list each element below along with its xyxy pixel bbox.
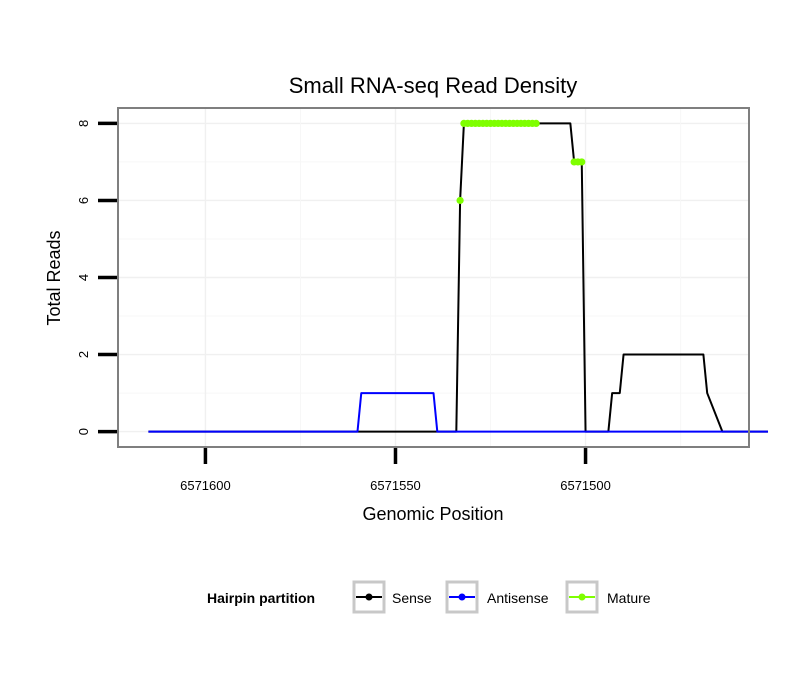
data-point-mature: [578, 158, 586, 166]
chart-title: Small RNA-seq Read Density: [289, 73, 578, 98]
grid: [118, 108, 749, 447]
y-axis-title: Total Reads: [44, 230, 64, 325]
x-axis-title: Genomic Position: [362, 504, 503, 524]
legend-label-mature: Mature: [607, 590, 651, 606]
legend-dot-mature: [578, 593, 586, 601]
series-layer: [148, 119, 769, 433]
data-point-mature: [456, 196, 464, 205]
legend-label-sense: Sense: [392, 590, 432, 606]
y-tick-label: 2: [76, 351, 91, 358]
x-tick-label: 6571600: [180, 478, 231, 493]
legend-item-sense: Sense: [352, 580, 432, 614]
y-axis-ticks: 0 2 4 6 8: [76, 120, 117, 435]
legend-item-antisense: Antisense: [445, 580, 549, 614]
y-tick-label: 6: [76, 197, 91, 204]
panel-border: [117, 107, 750, 448]
data-point-mature: [532, 119, 540, 128]
y-tick-label: 4: [76, 274, 91, 281]
legend-dot-antisense: [458, 593, 466, 601]
legend-label-antisense: Antisense: [487, 590, 549, 606]
x-tick-label: 6571550: [370, 478, 421, 493]
y-tick-label: 0: [76, 428, 91, 435]
legend-dot-sense: [365, 593, 373, 601]
legend-title: Hairpin partition: [207, 590, 315, 606]
x-axis-ticks: 6571600 6571550 6571500: [180, 448, 611, 493]
y-tick-label: 8: [76, 120, 91, 127]
series-line-antisense: [148, 392, 769, 433]
x-tick-label: 6571500: [560, 478, 611, 493]
legend: Hairpin partition Sense Antisense Mature: [207, 580, 651, 614]
legend-item-mature: Mature: [565, 580, 651, 614]
